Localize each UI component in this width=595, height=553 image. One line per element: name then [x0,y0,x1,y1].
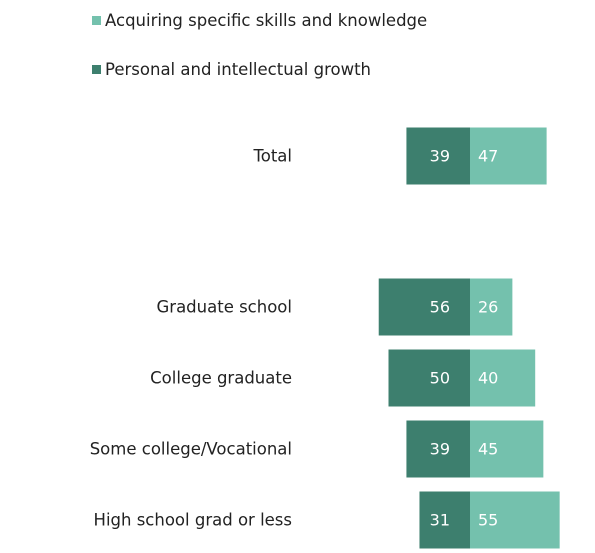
legend-item-skills: Acquiring specific skills and knowledge [92,8,427,32]
category-label-college-graduate: College graduate [150,369,292,388]
legend-item-growth: Personal and intellectual growth [92,57,371,81]
bar-growth-graduate-school [378,278,470,336]
bar-growth-some-college-vocational [406,420,470,478]
value-label-skills-total: 47 [478,147,498,166]
bar-growth-high-school-grad-or-less [419,491,470,549]
bar-growth-total [406,127,470,185]
legend-label-growth: Personal and intellectual growth [105,59,372,79]
bar-skills-some-college-vocational [470,420,544,478]
category-label-graduate-school: Graduate school [157,298,293,317]
value-label-skills-college-graduate: 40 [478,369,498,388]
category-label-some-college-vocational: Some college/Vocational [90,440,292,459]
category-label-total: Total [252,147,292,166]
value-label-skills-some-college-vocational: 45 [478,440,498,459]
value-label-growth-high-school-grad-or-less: 31 [430,511,450,530]
value-label-growth-college-graduate: 50 [430,369,450,388]
bar-skills-total [470,127,547,185]
bar-growth-college-graduate [388,349,470,407]
value-label-skills-graduate-school: 26 [478,298,498,317]
legend-label-skills: Acquiring specific skills and knowledge [105,10,428,30]
value-label-growth-graduate-school: 56 [430,298,450,317]
legend-swatch-growth [92,64,101,74]
category-label-high-school-grad-or-less: High school grad or less [94,511,292,530]
bar-skills-graduate-school [470,278,513,336]
value-label-skills-high-school-grad-or-less: 55 [478,511,498,530]
value-label-growth-some-college-vocational: 39 [430,440,450,459]
bar-skills-college-graduate [470,349,536,407]
value-label-growth-total: 39 [430,147,450,166]
bar-skills-high-school-grad-or-less [470,491,560,549]
legend-swatch-skills [92,15,101,25]
